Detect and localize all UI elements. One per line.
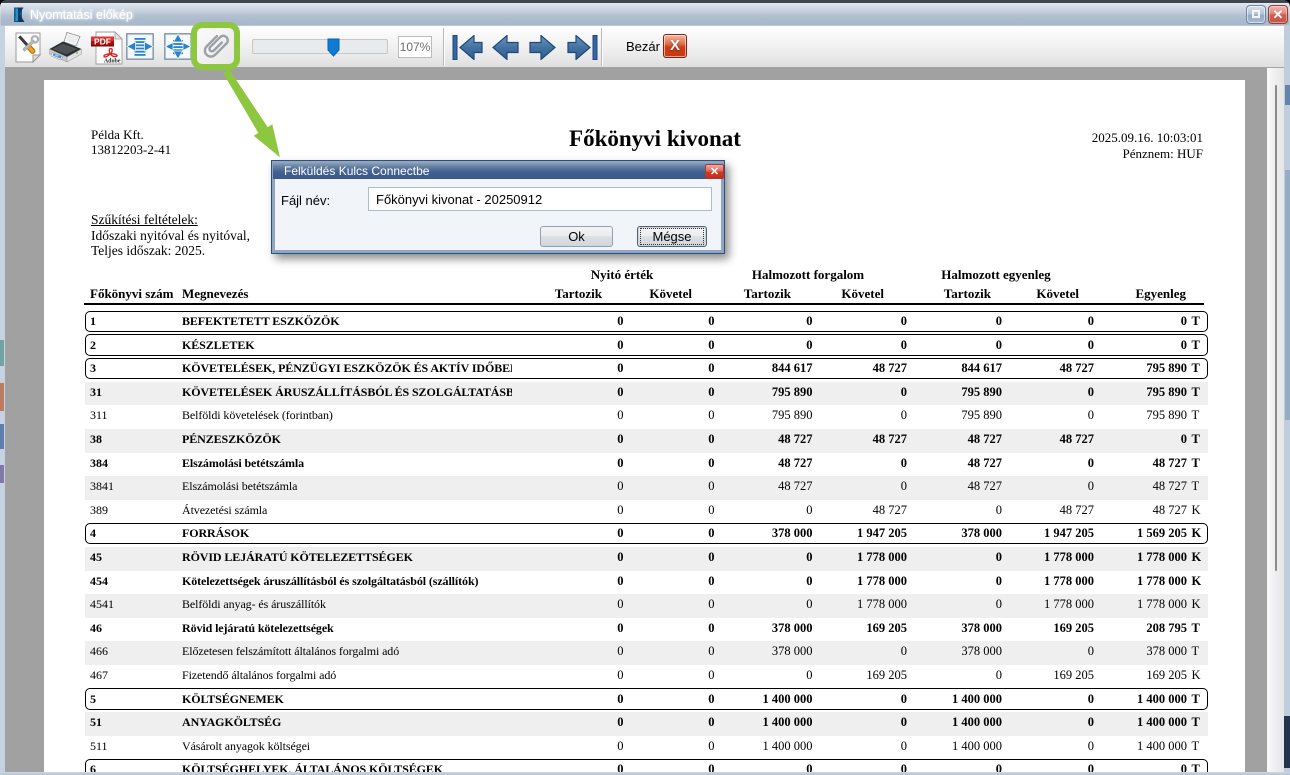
svg-text:Adobe: Adobe	[104, 59, 121, 65]
svg-text:PDF: PDF	[94, 37, 111, 47]
